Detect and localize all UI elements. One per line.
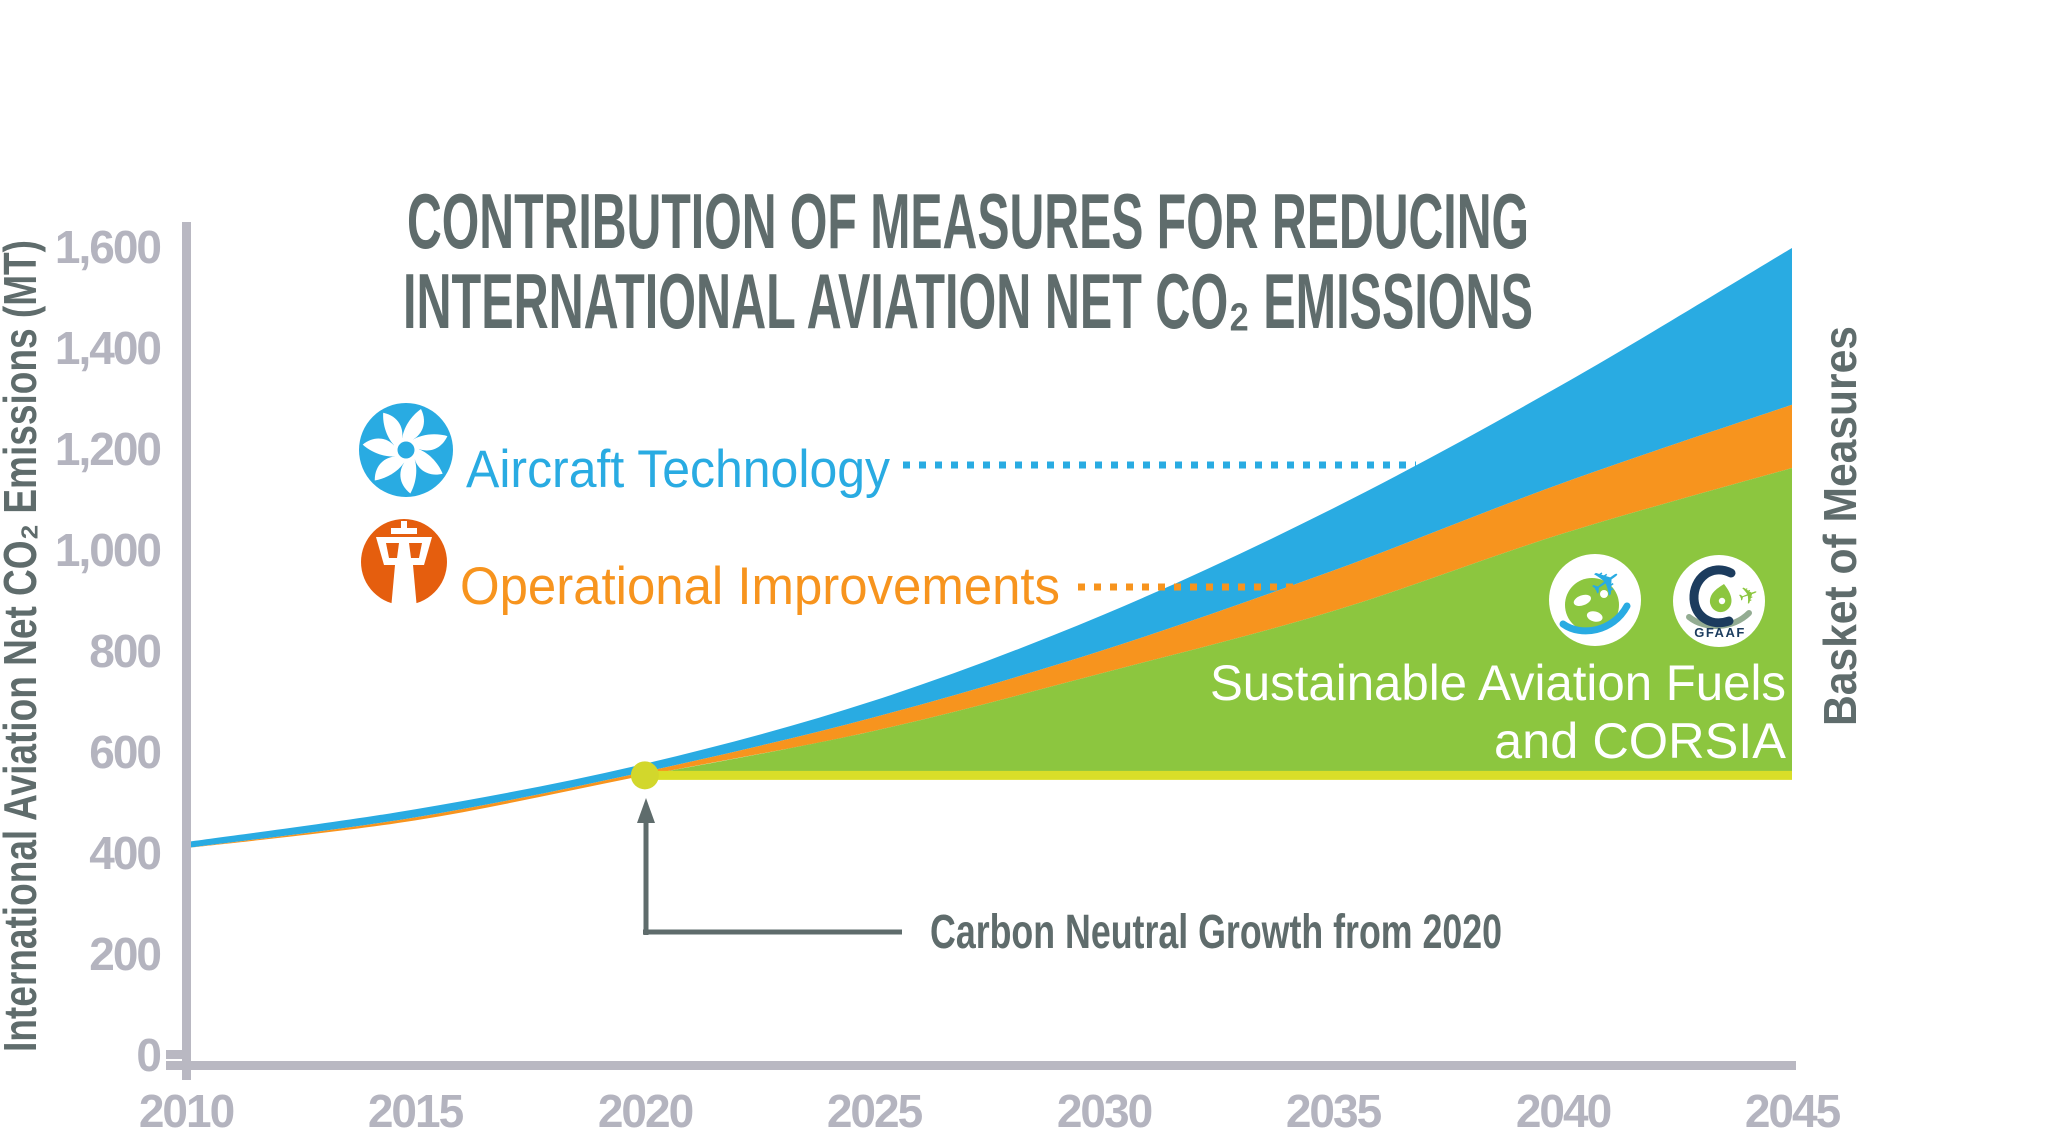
y-axis-zero-tick xyxy=(166,1050,191,1059)
y-tick-400: 400 xyxy=(89,827,160,879)
aircraft-technology-icon xyxy=(359,403,453,497)
gfaaf-icon: ✈ GFAAF xyxy=(1673,555,1765,647)
y-tick-600: 600 xyxy=(89,726,160,778)
chart-title-line1: CONTRIBUTION OF MEASURES FOR REDUCING xyxy=(407,177,1529,265)
x-tick-2045: 2045 xyxy=(1745,1085,1841,1137)
legend-aircraft-technology-label: Aircraft Technology xyxy=(466,440,890,499)
y-axis-line xyxy=(182,222,191,1080)
carbon-neutral-growth-dot xyxy=(630,761,659,790)
y-tick-1600: 1,600 xyxy=(55,221,161,273)
x-tick-2035: 2035 xyxy=(1286,1085,1382,1137)
basket-of-measures-label: Basket of Measures xyxy=(1814,326,1866,726)
x-tick-2010: 2010 xyxy=(139,1085,234,1137)
area-saf-corsia xyxy=(644,467,1792,776)
x-tick-2020: 2020 xyxy=(598,1085,693,1137)
gfaaf-leaf-droplet xyxy=(1709,584,1732,613)
operational-improvements-icon xyxy=(361,519,447,609)
x-tick-2015: 2015 xyxy=(368,1085,464,1137)
globe-continents xyxy=(1573,590,1608,622)
chart-title-line2: INTERNATIONAL AVIATION NET CO₂ EMISSIONS xyxy=(403,257,1533,345)
x-tick-2025: 2025 xyxy=(827,1085,923,1137)
gfaaf-droplet-outline xyxy=(1689,565,1736,628)
fan-blades xyxy=(362,409,448,494)
tower-windows xyxy=(386,543,422,558)
saf-label-line1: Sustainable Aviation Fuels xyxy=(1210,655,1786,711)
x-tick-2040: 2040 xyxy=(1516,1085,1611,1137)
x-axis-line xyxy=(166,1061,1796,1070)
y-tick-200: 200 xyxy=(89,928,160,980)
orbit-swoosh xyxy=(1559,602,1631,635)
y-tick-1400: 1,400 xyxy=(55,322,161,374)
y-tick-1000: 1,000 xyxy=(55,524,161,576)
cng-arrowhead xyxy=(637,798,655,823)
x-tick-2030: 2030 xyxy=(1057,1085,1152,1137)
saf-label-line2: and CORSIA xyxy=(1494,713,1787,769)
fan-hub xyxy=(397,441,415,459)
gfaaf-mini-droplet xyxy=(1718,597,1726,605)
cng-annotation-label: Carbon Neutral Growth from 2020 xyxy=(930,906,1502,959)
y-tick-800: 800 xyxy=(89,625,160,677)
cng-annotation: Carbon Neutral Growth from 2020 xyxy=(637,798,1502,959)
saf-globe-icon: ✈ xyxy=(1549,554,1641,646)
y-tick-0: 0 xyxy=(136,1029,160,1081)
legend-operational-improvements-label: Operational Improvements xyxy=(460,557,1060,616)
y-tick-1200: 1,200 xyxy=(55,423,161,475)
gfaaf-caption: GFAAF xyxy=(1694,625,1746,640)
y-axis-title: International Aviation Net CO₂ Emissions… xyxy=(0,240,46,1052)
